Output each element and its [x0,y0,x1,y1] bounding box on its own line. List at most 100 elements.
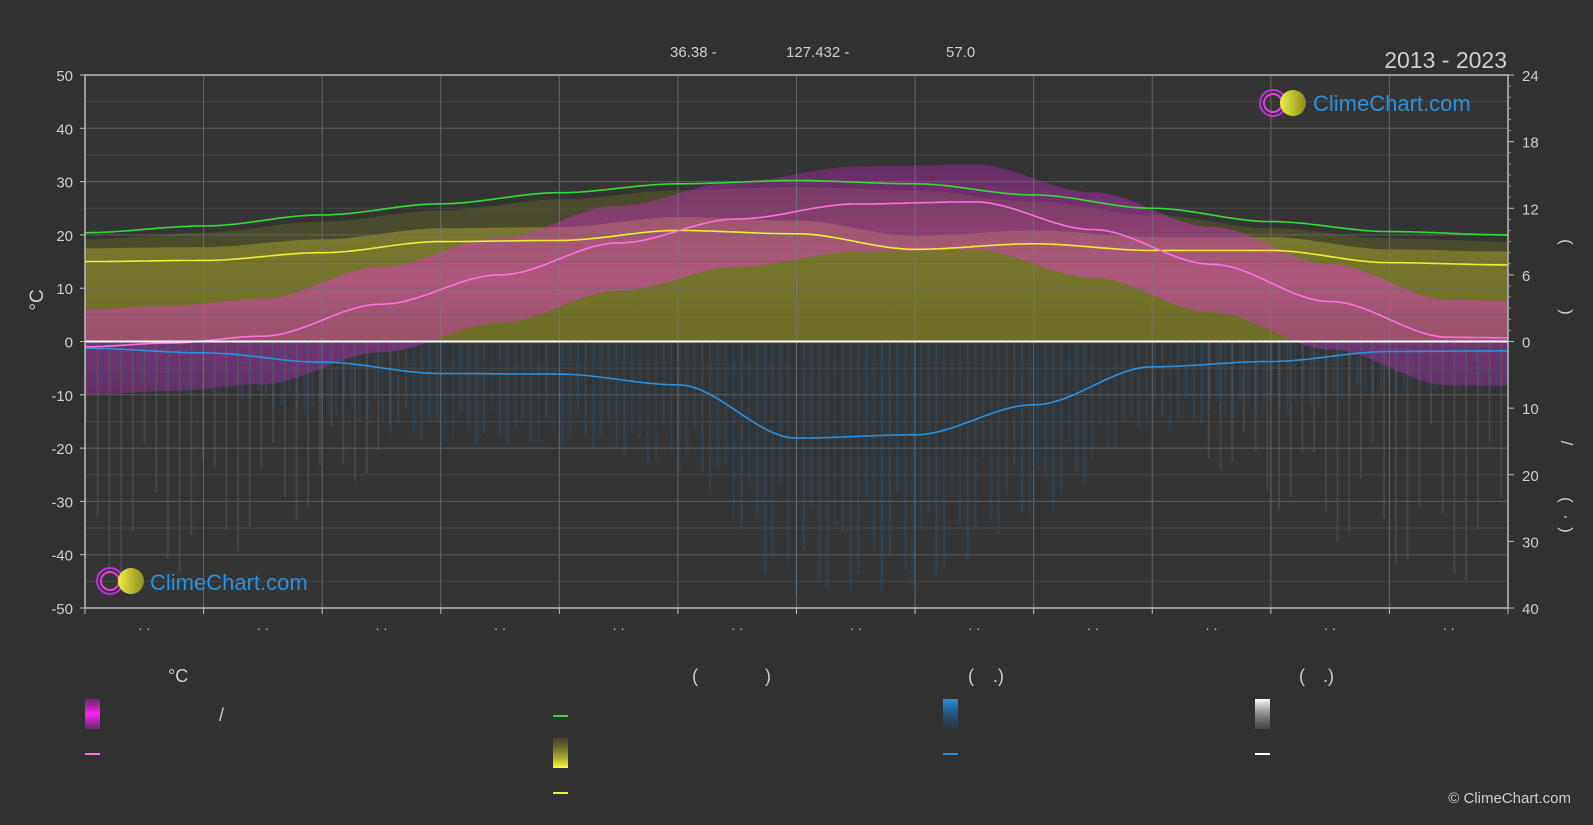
legend-precip-band-swatch [943,699,958,729]
snow-bar [1313,341,1316,453]
y-tick-label-left: -10 [51,388,73,405]
precip-bar [1356,341,1359,386]
precip-bar [1441,341,1445,384]
precip-bar [779,341,782,484]
precip-bar [1504,341,1508,382]
snow-bar [1219,341,1222,470]
y-tick-label-left: -30 [51,494,73,511]
snow-bar [1359,341,1362,479]
precip-bar [747,341,751,485]
precip-bar [607,341,611,420]
precip-bar [599,341,603,437]
precip-bar [630,341,634,435]
y-tick-label-right-bottom: 30 [1522,534,1539,551]
precip-bar [1371,341,1375,394]
precip-bar [155,341,159,391]
precip-bar [1246,341,1250,405]
precip-bar [1496,341,1500,386]
precip-bar [100,341,104,385]
right-axis-glyph: ) [1557,527,1576,533]
precip-bar [1379,341,1383,389]
x-tick-label: · · [375,621,387,636]
precip-bar [591,341,595,451]
precip-bar [1106,341,1110,451]
precip-bar [342,341,346,403]
precip-bar [911,341,915,587]
header-latitude: 36.38 - [670,44,717,61]
legend-col2-open: ( [692,666,698,686]
precip-bar [1122,341,1125,423]
precip-bar [1207,341,1211,411]
precip-bar [467,341,471,430]
right-axis-labels: () / (·) [1557,239,1576,533]
precip-bar [1020,341,1024,513]
snow-bar [225,341,228,531]
snow-bar [1441,341,1444,514]
precip-bar [919,341,923,532]
precip-bar [1153,341,1157,405]
precip-bar [1067,341,1071,443]
y-tick-label-left: 10 [56,281,73,298]
snow-bar [1418,341,1421,507]
snow-bar [1254,341,1257,452]
precip-bar [85,341,88,377]
precip-bar [92,341,96,383]
legend-col3-open: ( [968,666,974,686]
precip-bar [1012,341,1016,466]
snow-bar [1383,341,1386,519]
precip-bar [545,341,548,419]
precip-bar [318,341,322,400]
precip-bar [1394,341,1398,390]
x-tick-label: · · [1087,621,1099,636]
precip-bar [116,341,120,380]
precip-bar [1044,341,1048,478]
snow-bar [1430,341,1432,425]
snow-bar [1465,341,1468,580]
x-tick-label: · · [850,621,862,636]
precip-bar [1465,341,1469,389]
snow-bar [354,341,356,481]
precip-bar [1262,341,1266,411]
precip-bar [256,341,260,391]
x-tick-label: · · [1443,621,1455,636]
precip-bar [771,341,775,558]
precip-bar [1192,341,1196,419]
snow-bar [1500,341,1503,499]
precip-bar [903,341,907,570]
snow-bar [248,341,251,528]
y-tick-label-right: 6 [1522,268,1530,285]
snow-bar [377,341,380,451]
precip-bar [303,341,307,416]
precip-bar [459,341,463,414]
precip-bar [934,341,938,577]
precip-bar [209,341,213,393]
y-axis-label-left: °C [27,289,48,310]
precip-bar [350,341,354,408]
precip-bar [810,341,814,509]
precip-bar [428,341,432,422]
precip-bar [357,341,361,423]
precip-bar [365,341,369,420]
snow-bar [1453,341,1456,574]
snow-bar [1266,341,1269,491]
sunshine-line [84,229,1508,266]
y-tick-label-right: 24 [1522,68,1539,85]
snow-bar [260,341,263,469]
precip-bar [521,341,525,419]
precip-bar [872,341,876,554]
precip-bar [420,341,424,441]
precip-bar [1285,341,1289,415]
snow-bar [1324,341,1327,511]
x-tick-label: · · [1324,621,1336,636]
precip-bar [568,341,572,438]
precip-bar [373,341,377,401]
daylight-line [85,179,1508,236]
snow-bar [120,341,123,582]
x-tick-label: · · [494,621,506,636]
precip-bar [638,341,642,437]
snow-bar [272,341,275,444]
precip-bar [942,341,946,568]
x-tick-label: · · [138,621,150,636]
precip-bar [389,341,393,434]
snow-bar [85,341,87,422]
